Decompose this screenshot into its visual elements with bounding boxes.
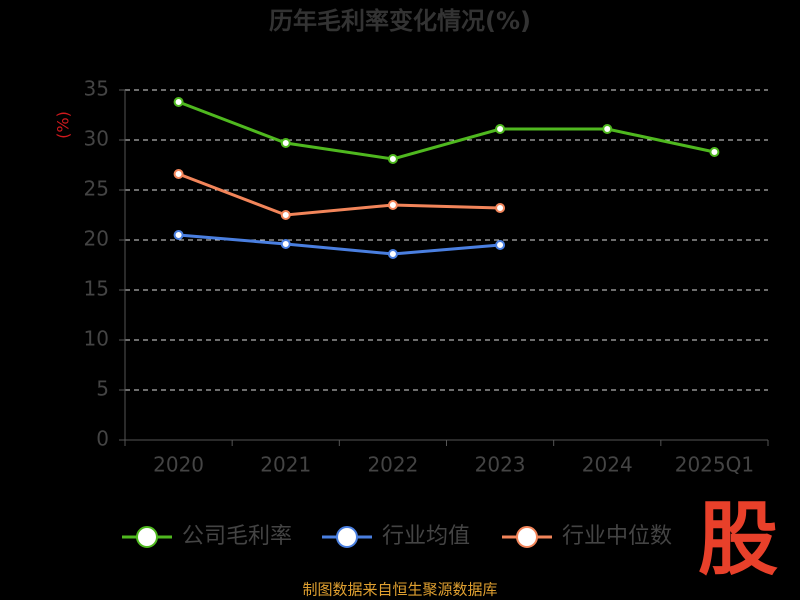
y-axis-label: (%) bbox=[54, 111, 73, 139]
series-line bbox=[178, 233, 501, 256]
x-tick-label: 2021 bbox=[260, 453, 311, 477]
y-tick-label: 15 bbox=[84, 277, 109, 301]
data-point bbox=[387, 154, 398, 164]
y-tick-label: 35 bbox=[84, 77, 109, 101]
data-point bbox=[602, 124, 613, 134]
legend-marker bbox=[136, 526, 158, 548]
legend-label: 行业均值 bbox=[382, 524, 470, 549]
x-tick-label: 2024 bbox=[582, 453, 633, 477]
y-tick-label: 25 bbox=[84, 177, 109, 201]
y-tick-label: 20 bbox=[84, 227, 109, 251]
y-tick-label: 5 bbox=[96, 377, 109, 401]
x-tick-label: 2025Q1 bbox=[675, 453, 754, 477]
data-point bbox=[387, 200, 398, 210]
legend-marker bbox=[516, 526, 538, 548]
source-note: 制图数据来自恒生聚源数据库 bbox=[302, 581, 497, 599]
data-point bbox=[173, 97, 184, 107]
data-point bbox=[709, 147, 720, 157]
data-point bbox=[280, 138, 291, 148]
chart-title: 历年毛利率变化情况(%) bbox=[269, 7, 531, 35]
data-point bbox=[173, 169, 184, 179]
legend-marker bbox=[336, 526, 358, 548]
y-tick-label: 10 bbox=[84, 327, 109, 351]
legend-label: 公司毛利率 bbox=[182, 524, 292, 549]
x-tick-label: 2022 bbox=[367, 453, 418, 477]
data-point bbox=[280, 239, 291, 249]
x-tick-label: 2020 bbox=[153, 453, 204, 477]
data-point bbox=[495, 240, 506, 250]
logo: 股 bbox=[698, 493, 778, 586]
legend-label: 行业中位数 bbox=[562, 524, 672, 549]
y-tick-label: 0 bbox=[96, 427, 109, 451]
data-point bbox=[280, 210, 291, 220]
data-point bbox=[387, 249, 398, 259]
data-point bbox=[173, 230, 184, 240]
y-tick-label: 30 bbox=[84, 127, 109, 151]
x-tick-label: 2023 bbox=[475, 453, 526, 477]
data-point bbox=[495, 203, 506, 213]
series-line bbox=[178, 100, 715, 161]
series-line bbox=[178, 172, 501, 217]
data-point bbox=[495, 124, 506, 134]
